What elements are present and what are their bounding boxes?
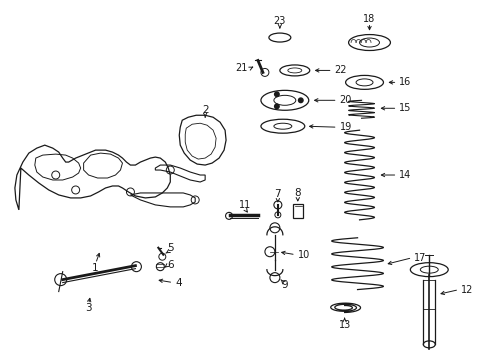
Text: 3: 3 — [85, 302, 92, 312]
Text: 22: 22 — [334, 66, 346, 76]
Text: 2: 2 — [202, 105, 208, 115]
Text: 13: 13 — [338, 320, 350, 330]
Text: 19: 19 — [339, 122, 351, 132]
Circle shape — [273, 103, 279, 109]
Text: 9: 9 — [281, 280, 287, 289]
Text: 8: 8 — [294, 188, 301, 198]
Text: 5: 5 — [166, 243, 173, 253]
Text: 16: 16 — [399, 77, 411, 87]
Text: 17: 17 — [413, 253, 426, 263]
Text: 15: 15 — [399, 103, 411, 113]
Text: 4: 4 — [175, 278, 182, 288]
Text: 1: 1 — [92, 263, 99, 273]
Text: 10: 10 — [297, 250, 309, 260]
Circle shape — [297, 97, 303, 103]
Text: 6: 6 — [166, 260, 173, 270]
Text: 20: 20 — [339, 95, 351, 105]
Text: 7: 7 — [274, 189, 281, 199]
Text: 11: 11 — [238, 200, 251, 210]
Text: 21: 21 — [235, 63, 247, 73]
Circle shape — [273, 91, 279, 97]
Text: 14: 14 — [399, 170, 411, 180]
Text: 18: 18 — [363, 14, 375, 24]
Text: 12: 12 — [460, 284, 472, 294]
Text: 23: 23 — [273, 15, 285, 26]
